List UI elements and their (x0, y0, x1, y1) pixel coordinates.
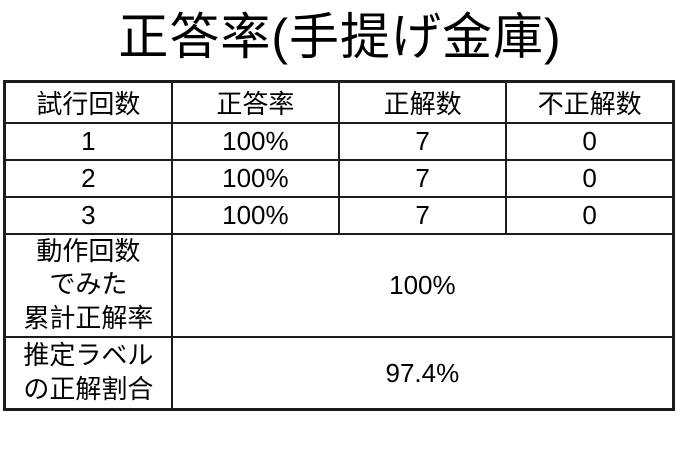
cell-accuracy: 100% (170, 158, 341, 198)
cell-incorrect: 0 (505, 195, 675, 235)
cell-trial: 2 (3, 158, 173, 198)
summary-label-cumulative: 動作回数 でみた 累計正解率 (3, 232, 173, 338)
summary-value-estimated: 97.4% (170, 335, 675, 411)
cell-trial: 3 (3, 195, 173, 235)
summary-row-cumulative: 動作回数 でみた 累計正解率 100% (3, 232, 675, 338)
cell-accuracy: 100% (170, 121, 341, 161)
table-header-row: 試行回数 正答率 正解数 不正解数 (3, 80, 675, 124)
table-row: 3 100% 7 0 (3, 195, 675, 235)
cell-correct: 7 (337, 121, 508, 161)
cell-correct: 7 (337, 195, 508, 235)
cell-correct: 7 (337, 158, 508, 198)
cell-incorrect: 0 (505, 158, 675, 198)
summary-label-estimated: 推定ラベル の正解割合 (3, 335, 173, 411)
header-cell-accuracy: 正答率 (170, 80, 341, 124)
table-row: 2 100% 7 0 (3, 158, 675, 198)
header-cell-correct: 正解数 (337, 80, 508, 124)
results-table: 試行回数 正答率 正解数 不正解数 1 100% 7 0 2 100% 7 0 … (3, 80, 675, 412)
summary-row-estimated-label: 推定ラベル の正解割合 97.4% (3, 335, 675, 411)
cell-incorrect: 0 (505, 121, 675, 161)
table-row: 1 100% 7 0 (3, 121, 675, 161)
page-title: 正答率(手提げ金庫) (118, 9, 562, 65)
summary-value-cumulative: 100% (170, 232, 675, 338)
cell-accuracy: 100% (170, 195, 341, 235)
header-cell-incorrect: 不正解数 (505, 80, 675, 124)
cell-trial: 1 (3, 121, 173, 161)
header-cell-trials: 試行回数 (3, 80, 173, 124)
